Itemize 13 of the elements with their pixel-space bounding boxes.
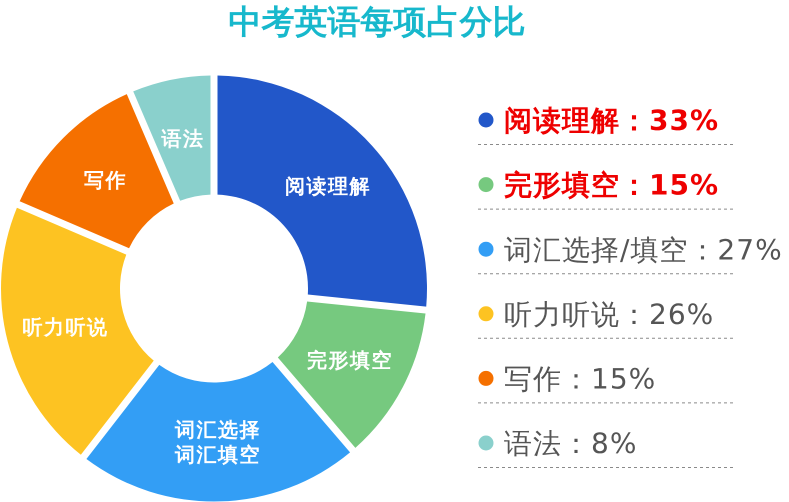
data-label: 听力听说 [22, 315, 108, 340]
legend-label: 写作：15% [504, 362, 656, 396]
legend-label: 词汇选择/填空：27% [504, 233, 783, 266]
legend-label: 听力听说：26% [504, 298, 714, 331]
legend-label: 阅读理解：33% [504, 104, 720, 138]
legend-label: 语法：8% [504, 427, 638, 460]
data-label: 完形填空 [307, 348, 394, 372]
data-label: 阅读理解 [284, 174, 371, 198]
legend-label: 完形填空：15% [504, 168, 720, 202]
data-label: 词汇选择词汇填空 [174, 418, 261, 467]
chart-title: 中考英语每项占分比 [228, 2, 526, 41]
data-label: 语法 [160, 126, 205, 150]
data-label: 写作 [84, 168, 127, 192]
